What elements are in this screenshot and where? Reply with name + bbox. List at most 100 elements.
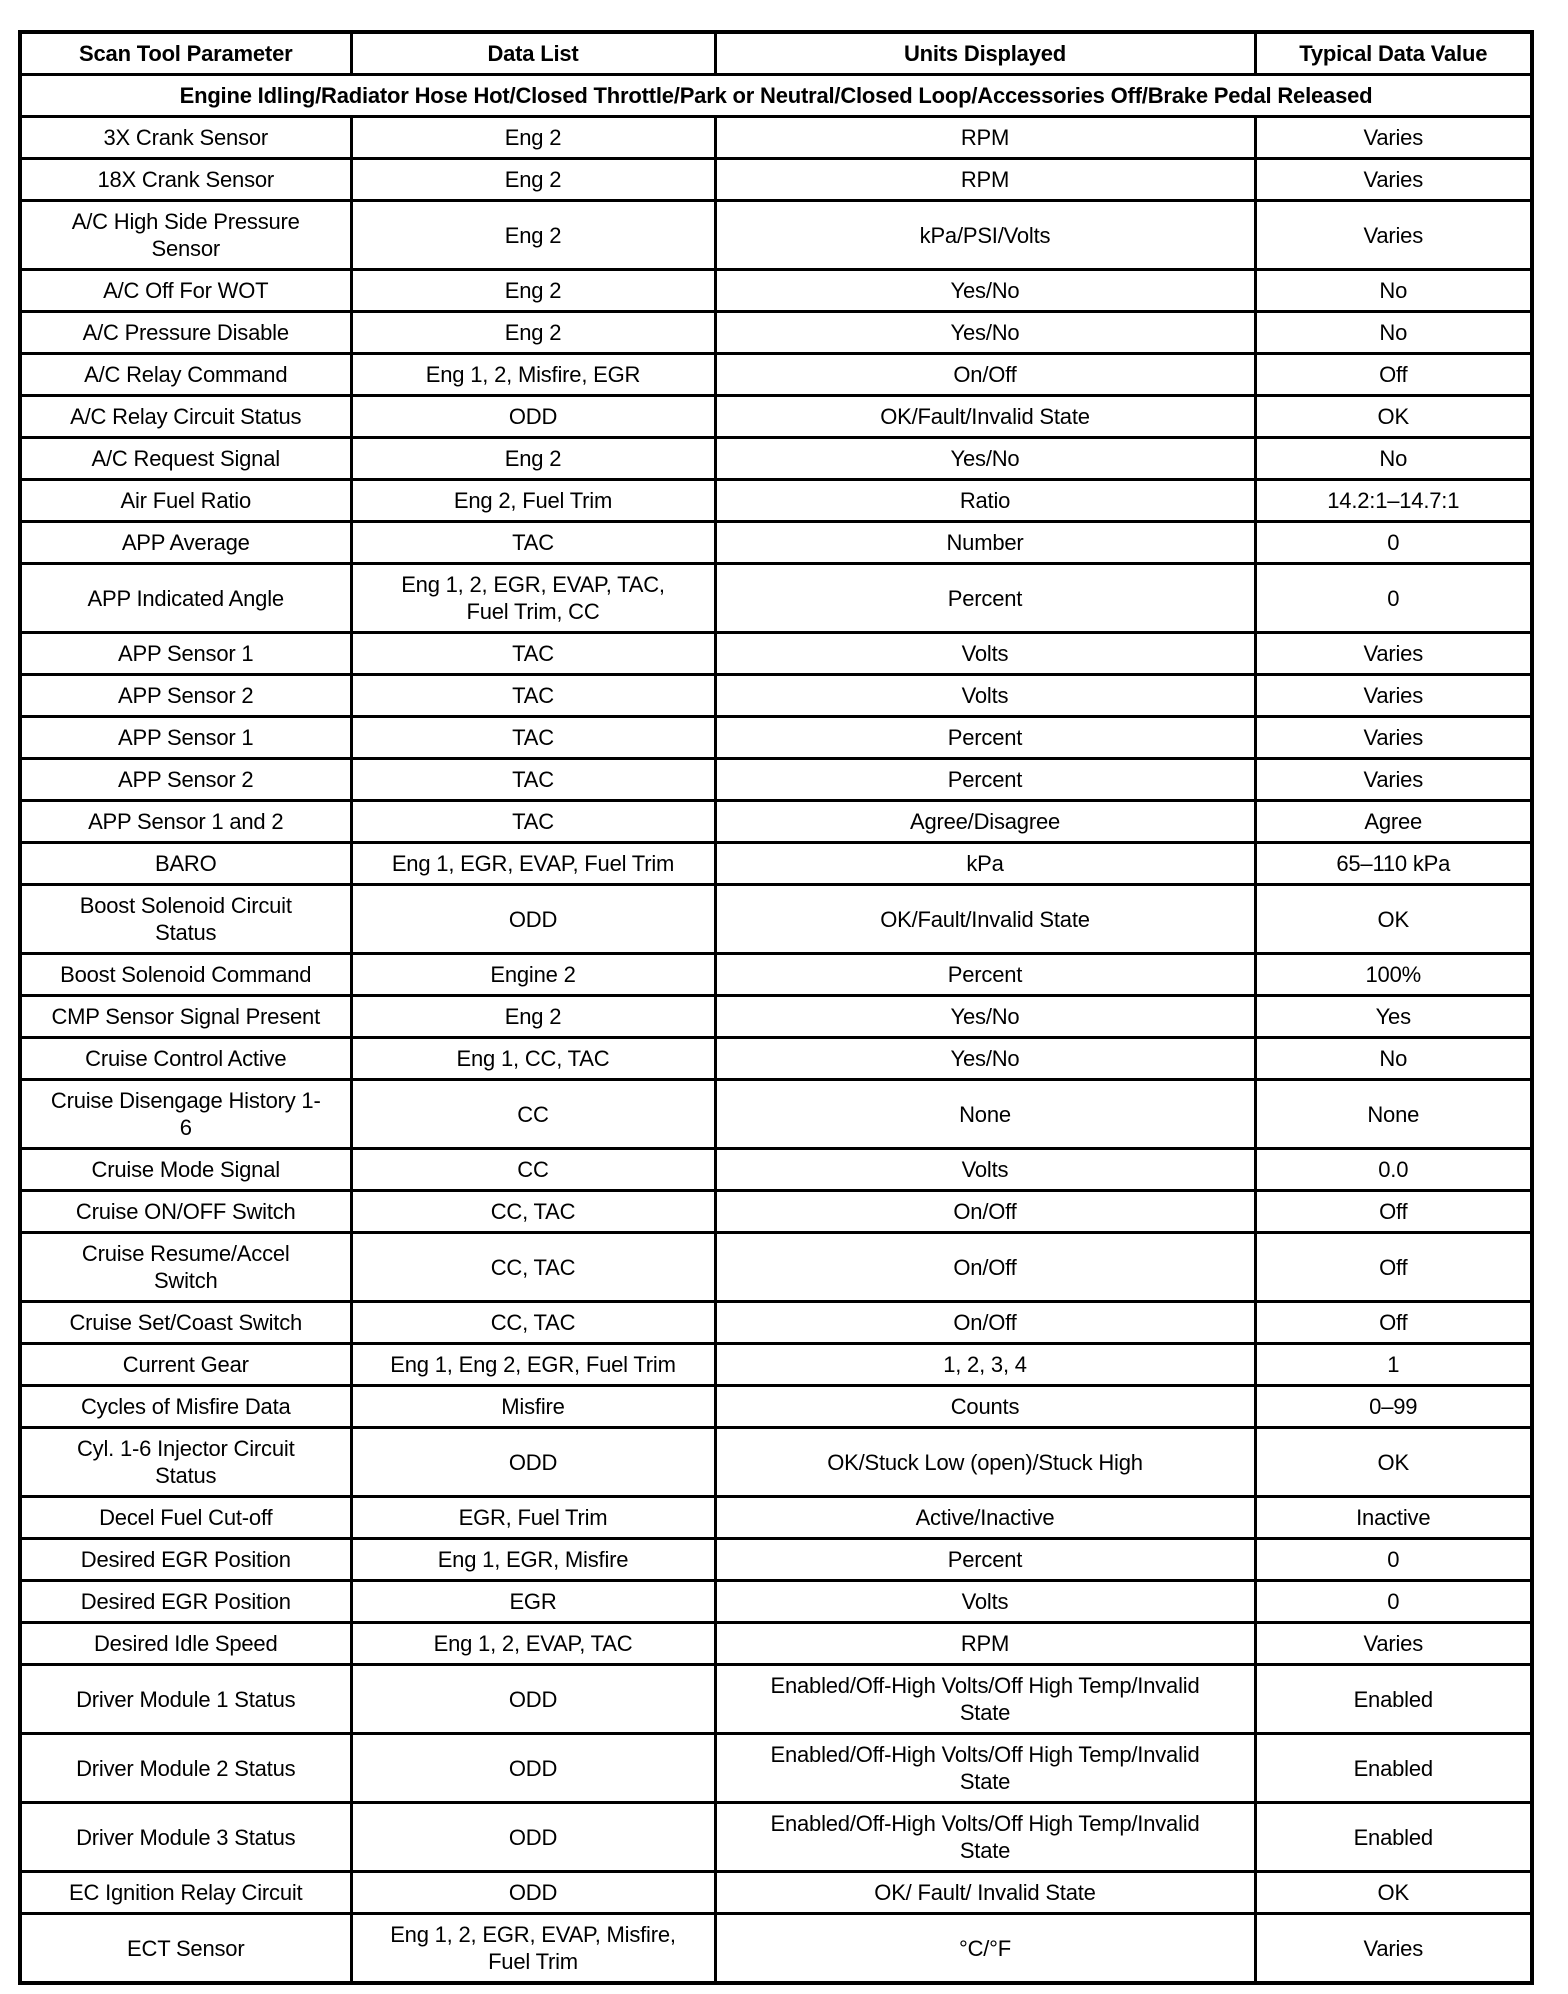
table-row: APP Sensor 2 TAC Percent Varies [18, 757, 1534, 802]
units-cell: RPM [713, 1621, 1257, 1666]
data-list-cell: TAC [349, 799, 717, 844]
data-list-cell: Eng 2 [349, 268, 717, 313]
units-cell: RPM [713, 157, 1257, 202]
parameter-cell: Driver Module 1 Status [18, 1663, 353, 1735]
typical-value-cell: Varies [1253, 157, 1534, 202]
units-cell: Enabled/Off-High Volts/Off High Temp/Inv… [713, 1732, 1257, 1804]
typical-value-cell: Off [1253, 1231, 1534, 1303]
header-units: Units Displayed [713, 30, 1257, 76]
table-row: Boost Solenoid Circuit Status ODD OK/Fault… [18, 883, 1534, 955]
parameter-cell: Desired EGR Position [18, 1579, 353, 1624]
table-row: A/C Request Signal Eng 2 Yes/No No [18, 436, 1534, 481]
data-list-cell: Misfire [349, 1384, 717, 1429]
typical-value-cell: No [1253, 268, 1534, 313]
table-row: A/C Off For WOT Eng 2 Yes/No No [18, 268, 1534, 313]
table-row: Driver Module 3 Status ODD Enabled/Off-Hig… [18, 1801, 1534, 1873]
parameter-cell: Desired EGR Position [18, 1537, 353, 1582]
parameter-cell: APP Sensor 1 [18, 631, 353, 676]
parameter-cell: APP Average [18, 520, 353, 565]
table-row: APP Sensor 1 and 2 TAC Agree/Disagree Agree [18, 799, 1534, 844]
parameter-cell: Cruise Resume/Accel Switch [18, 1231, 353, 1303]
data-list-cell: EGR, Fuel Trim [349, 1495, 717, 1540]
typical-value-cell: Inactive [1253, 1495, 1534, 1540]
table-row: A/C Relay Command Eng 1, 2, Misfire, EGR O… [18, 352, 1534, 397]
table-row: Boost Solenoid Command Engine 2 Percent 100… [18, 952, 1534, 997]
table-row: Cruise Set/Coast Switch CC, TAC On/Off Off [18, 1300, 1534, 1345]
table-row: APP Indicated Angle Eng 1, 2, EGR, EVAP, … [18, 562, 1534, 634]
condition-row: Engine Idling/Radiator Hose Hot/Closed T… [18, 73, 1534, 118]
parameter-cell: Driver Module 2 Status [18, 1732, 353, 1804]
data-list-cell: Eng 1, 2, EGR, EVAP, Misfire, Fuel Trim [349, 1912, 717, 1985]
parameter-cell: CMP Sensor Signal Present [18, 994, 353, 1039]
data-list-cell: TAC [349, 673, 717, 718]
typical-value-cell: Off [1253, 352, 1534, 397]
table-row: Current Gear Eng 1, Eng 2, EGR, Fuel Trim… [18, 1342, 1534, 1387]
condition-text: Engine Idling/Radiator Hose Hot/Closed T… [18, 73, 1534, 118]
typical-value-cell: OK [1253, 883, 1534, 955]
table-row: Desired EGR Position EGR Volts 0 [18, 1579, 1534, 1624]
typical-value-cell: Enabled [1253, 1801, 1534, 1873]
table-row: Driver Module 2 Status ODD Enabled/Off-Hig… [18, 1732, 1534, 1804]
parameter-cell: Boost Solenoid Circuit Status [18, 883, 353, 955]
typical-value-cell: Enabled [1253, 1663, 1534, 1735]
typical-value-cell: OK [1253, 1426, 1534, 1498]
units-cell: OK/Fault/Invalid State [713, 883, 1257, 955]
units-cell: Percent [713, 1537, 1257, 1582]
table-row: Cruise Control Active Eng 1, CC, TAC Yes/N… [18, 1036, 1534, 1081]
units-cell: Number [713, 520, 1257, 565]
units-cell: kPa [713, 841, 1257, 886]
table-row: Cruise Disengage History 1- 6 CC None None [18, 1078, 1534, 1150]
units-cell: Volts [713, 631, 1257, 676]
typical-value-cell: Enabled [1253, 1732, 1534, 1804]
units-cell: Yes/No [713, 436, 1257, 481]
typical-value-cell: 0 [1253, 562, 1534, 634]
data-list-cell: ODD [349, 1870, 717, 1915]
parameter-cell: APP Sensor 1 [18, 715, 353, 760]
table-row: Desired EGR Position Eng 1, EGR, Misfire P… [18, 1537, 1534, 1582]
table-row: Air Fuel Ratio Eng 2, Fuel Trim Ratio 14.2:… [18, 478, 1534, 523]
data-list-cell: Eng 1, EGR, Misfire [349, 1537, 717, 1582]
table-row: Cruise Resume/Accel Switch CC, TAC On/Off O… [18, 1231, 1534, 1303]
table-row: Desired Idle Speed Eng 1, 2, EVAP, TAC RPM… [18, 1621, 1534, 1666]
parameter-cell: Air Fuel Ratio [18, 478, 353, 523]
parameter-cell: Cruise Disengage History 1- 6 [18, 1078, 353, 1150]
table-row: Cruise Mode Signal CC Volts 0.0 [18, 1147, 1534, 1192]
parameter-cell: Current Gear [18, 1342, 353, 1387]
table-row: EC Ignition Relay Circuit ODD OK/ Fault/ I… [18, 1870, 1534, 1915]
typical-value-cell: OK [1253, 1870, 1534, 1915]
parameter-cell: 3X Crank Sensor [18, 115, 353, 160]
table-row: Cycles of Misfire Data Misfire Counts 0–99 [18, 1384, 1534, 1429]
table-row: APP Sensor 1 TAC Volts Varies [18, 631, 1534, 676]
data-list-cell: TAC [349, 757, 717, 802]
typical-value-cell: Varies [1253, 1621, 1534, 1666]
parameter-cell: A/C Off For WOT [18, 268, 353, 313]
typical-value-cell: 0 [1253, 1579, 1534, 1624]
parameter-cell: Cycles of Misfire Data [18, 1384, 353, 1429]
typical-value-cell: No [1253, 1036, 1534, 1081]
parameter-cell: A/C Pressure Disable [18, 310, 353, 355]
units-cell: Volts [713, 1579, 1257, 1624]
units-cell: 1, 2, 3, 4 [713, 1342, 1257, 1387]
units-cell: °C/°F [713, 1912, 1257, 1985]
units-cell: Ratio [713, 478, 1257, 523]
data-list-cell: Eng 2 [349, 994, 717, 1039]
units-cell: None [713, 1078, 1257, 1150]
typical-value-cell: Off [1253, 1189, 1534, 1234]
data-list-cell: ODD [349, 1426, 717, 1498]
data-list-cell: Eng 2 [349, 310, 717, 355]
header-typical-value: Typical Data Value [1253, 30, 1534, 76]
parameter-cell: Cyl. 1-6 Injector Circuit Status [18, 1426, 353, 1498]
table-row: A/C Pressure Disable Eng 2 Yes/No No [18, 310, 1534, 355]
data-list-cell: ODD [349, 1801, 717, 1873]
units-cell: On/Off [713, 1300, 1257, 1345]
typical-value-cell: 0 [1253, 1537, 1534, 1582]
table-row: 18X Crank Sensor Eng 2 RPM Varies [18, 157, 1534, 202]
units-cell: OK/ Fault/ Invalid State [713, 1870, 1257, 1915]
units-cell: Yes/No [713, 1036, 1257, 1081]
header-data-list: Data List [349, 30, 717, 76]
typical-value-cell: Varies [1253, 757, 1534, 802]
parameter-cell: Cruise Set/Coast Switch [18, 1300, 353, 1345]
units-cell: Active/Inactive [713, 1495, 1257, 1540]
typical-value-cell: Varies [1253, 199, 1534, 271]
parameter-cell: Driver Module 3 Status [18, 1801, 353, 1873]
